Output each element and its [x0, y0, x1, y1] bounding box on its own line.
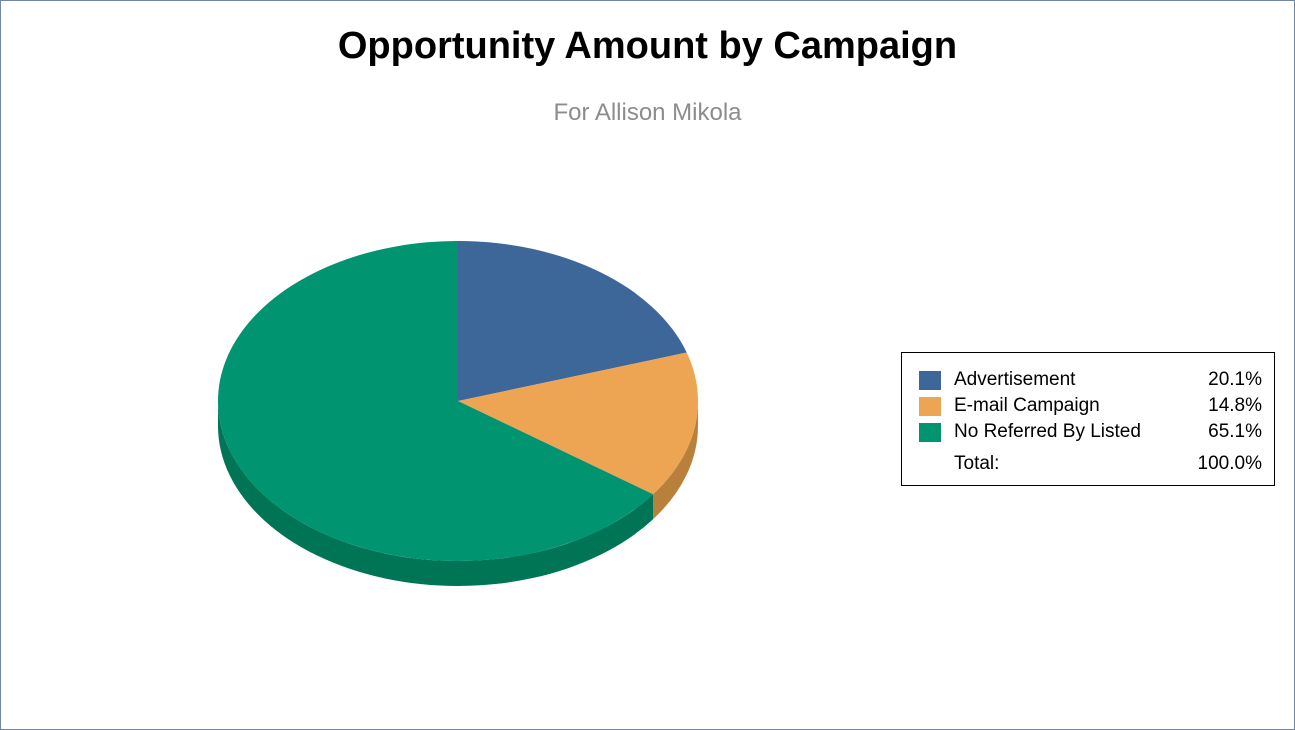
legend-swatch-advertisement	[919, 371, 941, 390]
chart-title: Opportunity Amount by Campaign	[337, 25, 958, 67]
pie-side-no-referred-by-listed	[218, 401, 654, 586]
legend-value: 20.1%	[1208, 369, 1262, 390]
chart-subtitle: For Allison Mikola	[553, 99, 742, 126]
pie-side-e-mail-campaign	[653, 401, 698, 520]
legend-value: 65.1%	[1208, 421, 1262, 442]
legend-label: No Referred By Listed	[954, 421, 1141, 442]
legend-item-advertisement: Advertisement 20.1%	[902, 369, 1274, 395]
legend-label: E-mail Campaign	[954, 395, 1100, 416]
legend-item-no-referred-by-listed: No Referred By Listed 65.1%	[902, 421, 1274, 447]
legend-total-label: Total:	[954, 453, 1000, 474]
pie-slice-advertisement	[458, 241, 687, 401]
legend-total-value: 100.0%	[1197, 453, 1262, 474]
pie-slice-no-referred-by-listed	[217, 241, 654, 561]
chart-legend: Advertisement 20.1% E-mail Campaign 14.8…	[901, 352, 1275, 486]
legend-swatch-no-referred-by-listed	[919, 423, 941, 442]
legend-total-row: Total: 100.0%	[902, 453, 1274, 479]
legend-value: 14.8%	[1208, 395, 1262, 416]
legend-label: Advertisement	[954, 369, 1076, 390]
pie-slice-e-mail-campaign	[458, 352, 699, 495]
legend-item-email-campaign: E-mail Campaign 14.8%	[902, 395, 1274, 421]
legend-swatch-email-campaign	[919, 397, 941, 416]
